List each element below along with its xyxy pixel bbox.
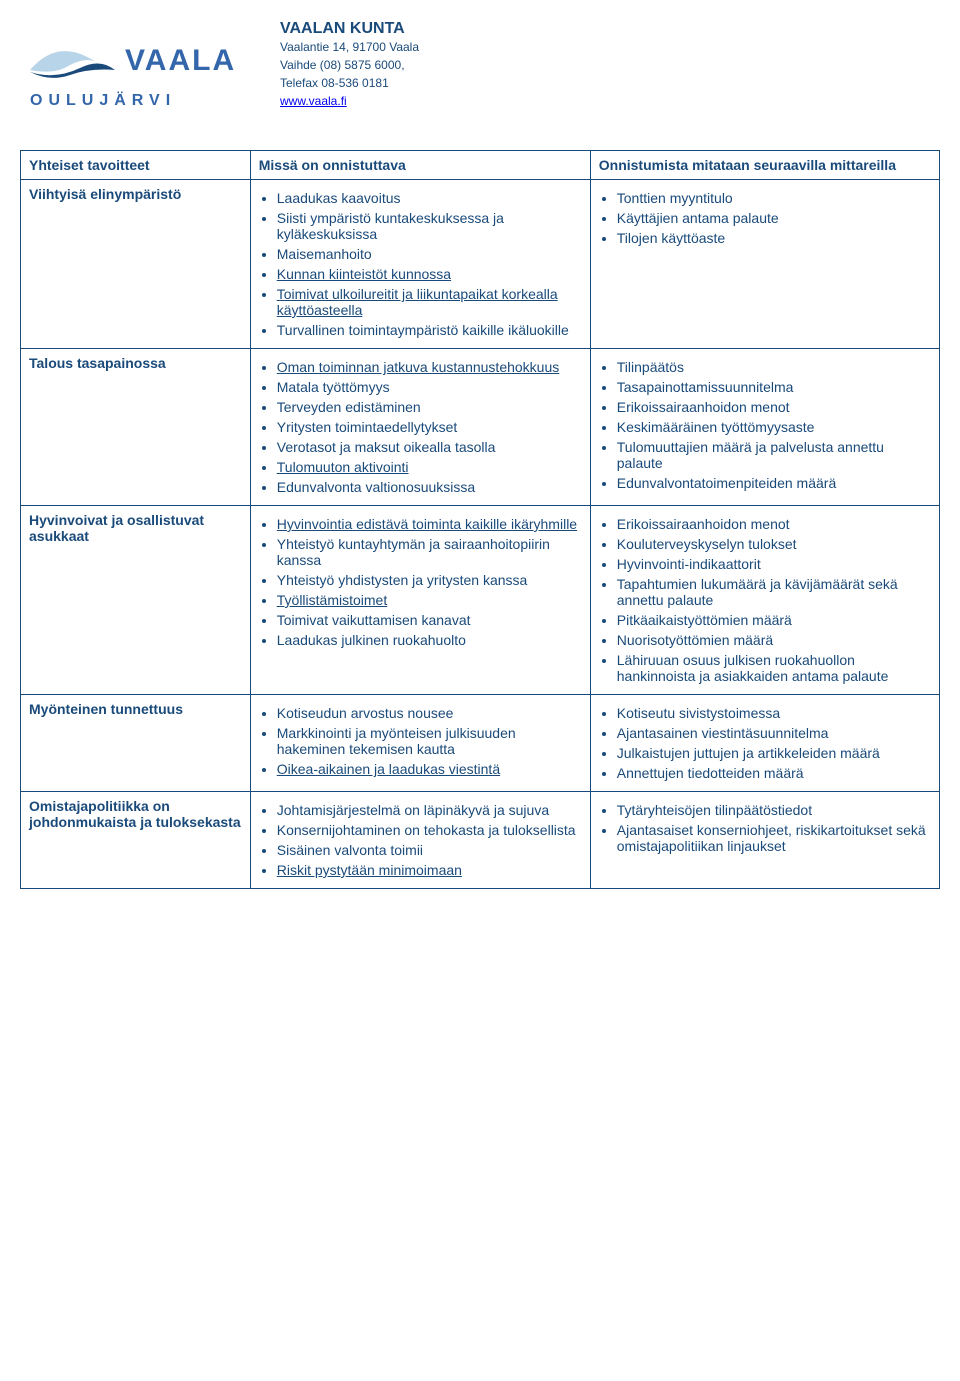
org-name: VAALAN KUNTA <box>280 20 419 38</box>
list-item: Hyvinvointia edistävä toiminta kaikille … <box>277 516 582 532</box>
success-factors-cell: Oman toiminnan jatkuva kustannustehokkuu… <box>250 349 590 506</box>
list-item: Tapahtumien lukumäärä ja kävijämäärät se… <box>617 576 931 608</box>
row-label: Myönteinen tunnettuus <box>21 695 251 792</box>
list-item: Konsernijohtaminen on tehokasta ja tulok… <box>277 822 582 838</box>
col-header-2: Missä on onnistuttava <box>250 151 590 180</box>
addr-line-3: Telefax 08-536 0181 <box>280 76 389 90</box>
list-item: Lähiruuan osuus julkisen ruokahuollon ha… <box>617 652 931 684</box>
list-item: Siisti ympäristö kuntakeskuksessa ja kyl… <box>277 210 582 242</box>
metrics-cell: Kotiseutu sivistystoimessa Ajantasainen v… <box>590 695 939 792</box>
list-item: Tulomuuton aktivointi <box>277 459 582 475</box>
addr-line-2: Vaihde (08) 5875 6000, <box>280 58 405 72</box>
success-factors-cell: Hyvinvointia edistävä toiminta kaikille … <box>250 506 590 695</box>
list-item: Tulomuuttajien määrä ja palvelusta annet… <box>617 439 931 471</box>
list-item: Tytäryhteisöjen tilinpäätöstiedot <box>617 802 931 818</box>
metrics-cell: Tilinpäätös Tasapainottamissuunnitelma Eri… <box>590 349 939 506</box>
list-item: Laadukas kaavoitus <box>277 190 582 206</box>
list-item: Kunnan kiinteistöt kunnossa <box>277 266 582 282</box>
list-item: Keskimääräinen työttömyysaste <box>617 419 931 435</box>
logo: VAALA OULUJÄRVI <box>20 20 260 120</box>
list-item: Tonttien myyntitulo <box>617 190 931 206</box>
list-item: Oman toiminnan jatkuva kustannustehokkuu… <box>277 359 582 375</box>
list-item: Sisäinen valvonta toimii <box>277 842 582 858</box>
list-item: Laadukas julkinen ruokahuolto <box>277 632 582 648</box>
success-factor-list: Oman toiminnan jatkuva kustannustehokkuu… <box>259 359 582 495</box>
list-item: Toimivat vaikuttamisen kanavat <box>277 612 582 628</box>
list-item: Edunvalvontatoimenpiteiden määrä <box>617 475 931 491</box>
list-item: Matala työttömyys <box>277 379 582 395</box>
list-item: Erikoissairaanhoidon menot <box>617 516 931 532</box>
list-item: Johtamisjärjestelmä on läpinäkyvä ja suj… <box>277 802 582 818</box>
list-item: Riskit pystytään minimoimaan <box>277 862 582 878</box>
svg-text:VAALA: VAALA <box>125 44 236 77</box>
metrics-cell: Tytäryhteisöjen tilinpäätöstiedot Ajantas… <box>590 792 939 889</box>
list-item: Tilojen käyttöaste <box>617 230 931 246</box>
row-label: Talous tasapainossa <box>21 349 251 506</box>
list-item: Toimivat ulkoilureitit ja liikuntapaikat… <box>277 286 582 318</box>
metric-list: Tilinpäätös Tasapainottamissuunnitelma Eri… <box>599 359 931 491</box>
org-website-link[interactable]: www.vaala.fi <box>280 94 347 108</box>
goals-table: Yhteiset tavoitteet Missä on onnistuttav… <box>20 150 940 889</box>
success-factors-cell: Johtamisjärjestelmä on läpinäkyvä ja suj… <box>250 792 590 889</box>
list-item: Kotiseudun arvostus nousee <box>277 705 582 721</box>
list-item: Maisemanhoito <box>277 246 582 262</box>
list-item: Oikea-aikainen ja laadukas viestintä <box>277 761 582 777</box>
list-item: Ajantasaiset konserniohjeet, riskikartoi… <box>617 822 931 854</box>
list-item: Markkinointi ja myönteisen julkisuuden h… <box>277 725 582 757</box>
list-item: Kotiseutu sivistystoimessa <box>617 705 931 721</box>
table-row: Viihtyisä elinympäristöLaadukas kaavoitu… <box>21 180 940 349</box>
list-item: Verotasot ja maksut oikealla tasolla <box>277 439 582 455</box>
metrics-cell: Tonttien myyntitulo Käyttäjien antama pal… <box>590 180 939 349</box>
list-item: Annettujen tiedotteiden määrä <box>617 765 931 781</box>
list-item: Pitkäaikaistyöttömien määrä <box>617 612 931 628</box>
list-item: Tasapainottamissuunnitelma <box>617 379 931 395</box>
success-factors-cell: Kotiseudun arvostus nousee Markkinointi j… <box>250 695 590 792</box>
list-item: Kouluterveyskyselyn tulokset <box>617 536 931 552</box>
list-item: Tilinpäätös <box>617 359 931 375</box>
success-factor-list: Kotiseudun arvostus nousee Markkinointi j… <box>259 705 582 777</box>
table-row: Talous tasapainossa Oman toiminnan jatkuv… <box>21 349 940 506</box>
list-item: Yritysten toimintaedellytykset <box>277 419 582 435</box>
success-factors-cell: Laadukas kaavoitus Siisti ympäristö kunta… <box>250 180 590 349</box>
table-row: Hyvinvoivat ja osallistuvat asukkaat Hyvi… <box>21 506 940 695</box>
row-label: Hyvinvoivat ja osallistuvat asukkaat <box>21 506 251 695</box>
addr-line-1: Vaalantie 14, 91700 Vaala <box>280 40 419 54</box>
list-item: Yhteistyö yhdistysten ja yritysten kanss… <box>277 572 582 588</box>
table-row: Myönteinen tunnettuusKotiseudun arvostus… <box>21 695 940 792</box>
list-item: Hyvinvointi-indikaattorit <box>617 556 931 572</box>
list-item: Työllistämistoimet <box>277 592 582 608</box>
col-header-1: Yhteiset tavoitteet <box>21 151 251 180</box>
list-item: Yhteistyö kuntayhtymän ja sairaanhoitopi… <box>277 536 582 568</box>
row-label: Viihtyisä elinympäristö <box>21 180 251 349</box>
list-item: Terveyden edistäminen <box>277 399 582 415</box>
list-item: Ajantasainen viestintäsuunnitelma <box>617 725 931 741</box>
header-text: VAALAN KUNTA Vaalantie 14, 91700 Vaala V… <box>280 20 419 110</box>
row-label: Omistajapolitiikka on johdonmukaista ja … <box>21 792 251 889</box>
success-factor-list: Johtamisjärjestelmä on läpinäkyvä ja suj… <box>259 802 582 878</box>
org-address: Vaalantie 14, 91700 Vaala Vaihde (08) 58… <box>280 38 419 110</box>
list-item: Käyttäjien antama palaute <box>617 210 931 226</box>
metrics-cell: Erikoissairaanhoidon menot Kouluterveysky… <box>590 506 939 695</box>
page-header: VAALA OULUJÄRVI VAALAN KUNTA Vaalantie 1… <box>20 20 940 120</box>
table-header-row: Yhteiset tavoitteet Missä on onnistuttav… <box>21 151 940 180</box>
metric-list: Tonttien myyntitulo Käyttäjien antama pal… <box>599 190 931 246</box>
success-factor-list: Laadukas kaavoitus Siisti ympäristö kunta… <box>259 190 582 338</box>
list-item: Nuorisotyöttömien määrä <box>617 632 931 648</box>
success-factor-list: Hyvinvointia edistävä toiminta kaikille … <box>259 516 582 648</box>
list-item: Julkaistujen juttujen ja artikkeleiden m… <box>617 745 931 761</box>
metric-list: Tytäryhteisöjen tilinpäätöstiedot Ajantas… <box>599 802 931 854</box>
metric-list: Erikoissairaanhoidon menot Kouluterveysky… <box>599 516 931 684</box>
list-item: Edunvalvonta valtionosuuksissa <box>277 479 582 495</box>
list-item: Turvallinen toimintaympäristö kaikille i… <box>277 322 582 338</box>
metric-list: Kotiseutu sivistystoimessa Ajantasainen v… <box>599 705 931 781</box>
col-header-3: Onnistumista mitataan seuraavilla mittar… <box>590 151 939 180</box>
table-row: Omistajapolitiikka on johdonmukaista ja … <box>21 792 940 889</box>
svg-text:OULUJÄRVI: OULUJÄRVI <box>30 91 176 109</box>
list-item: Erikoissairaanhoidon menot <box>617 399 931 415</box>
